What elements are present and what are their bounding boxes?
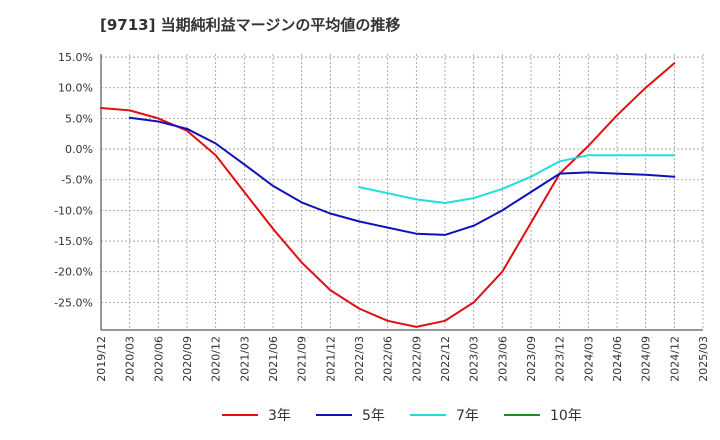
series-line-7年 [358, 154, 676, 204]
y-tick-label: -20.0% [54, 266, 93, 279]
x-tick-label: 2021/12 [324, 336, 337, 382]
series-line-5年 [128, 116, 676, 236]
legend-swatch [504, 414, 540, 416]
chart-title: [9713] 当期純利益マージンの平均値の推移 [100, 16, 401, 34]
x-tick-label: 2024/06 [611, 336, 624, 382]
axes [100, 54, 703, 331]
legend-label: 10年 [550, 408, 582, 424]
x-tick-label: 2023/12 [554, 336, 567, 382]
series-lines [100, 62, 676, 328]
legend-item: 5年 [316, 402, 385, 428]
grid-lines [100, 54, 704, 330]
legend-label: 3年 [268, 408, 291, 424]
y-tick-label: -10.0% [54, 204, 93, 217]
x-tick-label: 2024/09 [640, 336, 653, 382]
y-tick-label: -25.0% [54, 296, 93, 309]
y-tick-label: 0.0% [65, 143, 93, 156]
x-tick-label: 2019/12 [95, 336, 108, 382]
legend: 3年 5年 7年 10年 [0, 402, 720, 428]
y-tick-label: 15.0% [58, 51, 93, 64]
legend-swatch [316, 414, 352, 416]
x-tick-label: 2020/09 [181, 336, 194, 382]
series-line-3年 [100, 62, 676, 328]
y-tick-label: -15.0% [54, 235, 93, 248]
x-tick-label: 2022/03 [353, 336, 366, 382]
plot-area [101, 54, 703, 330]
x-tick-label: 2023/06 [496, 336, 509, 382]
legend-item: 10年 [504, 402, 582, 428]
x-tick-labels: 2019/12 2020/03 2020/06 2020/09 2020/12 2021/… [95, 336, 710, 382]
x-tick-label: 2022/12 [439, 336, 452, 382]
x-tick-label: 2024/03 [582, 336, 595, 382]
legend-label: 7年 [456, 408, 479, 424]
x-tick-label: 2024/12 [668, 336, 681, 382]
legend-swatch [222, 414, 258, 416]
x-tick-label: 2023/09 [525, 336, 538, 382]
y-tick-labels: 15.0% 10.0% 5.0% 0.0% -5.0% -10.0% -15.0% -20.0… [54, 51, 93, 309]
legend-item: 7年 [410, 402, 479, 428]
x-tick-label: 2020/06 [152, 336, 165, 382]
x-tick-label: 2022/09 [410, 336, 423, 382]
legend-item: 3年 [222, 402, 291, 428]
x-tick-label: 2023/03 [468, 336, 481, 382]
x-tick-label: 2021/03 [238, 336, 251, 382]
y-tick-label: 10.0% [58, 82, 93, 95]
legend-label: 5年 [362, 408, 385, 424]
y-tick-label: -5.0% [61, 174, 93, 187]
x-tick-label: 2020/12 [210, 336, 223, 382]
legend-swatch [410, 414, 446, 416]
x-tick-label: 2022/06 [382, 336, 395, 382]
x-tick-label: 2020/03 [124, 336, 137, 382]
x-tick-label: 2025/03 [697, 336, 710, 382]
y-tick-label: 5.0% [65, 112, 93, 125]
x-tick-label: 2021/06 [267, 336, 280, 382]
x-tick-label: 2021/09 [296, 336, 309, 382]
